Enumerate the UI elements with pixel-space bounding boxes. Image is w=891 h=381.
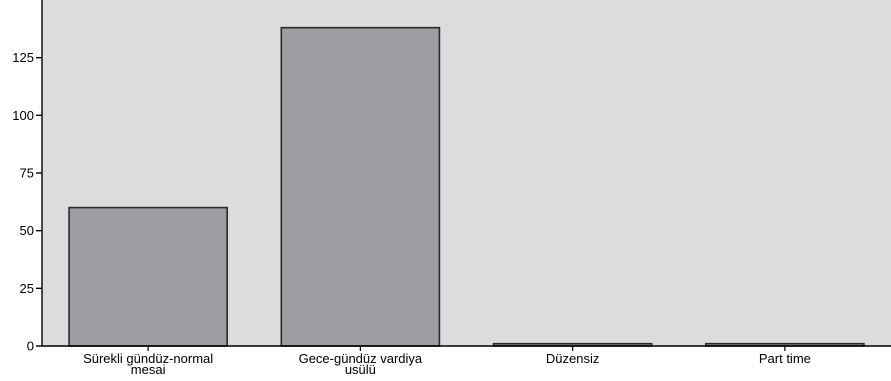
x-label-category-3: Düzensiz <box>546 351 599 366</box>
x-label-line: Gece-gündüz vardiya <box>299 351 423 366</box>
x-label-category-1: Sürekli gündüz-normal mesai <box>83 351 213 377</box>
x-label-category-2: Gece-gündüz vardiya usülü <box>299 351 423 377</box>
y-tick-label: 50 <box>20 223 34 238</box>
x-label-category-4: Part time <box>759 351 811 366</box>
bars-group <box>68 26 865 347</box>
y-tick-label: 100 <box>12 108 34 123</box>
y-ticks-group: 0 25 50 75 100 125 <box>12 50 42 354</box>
y-tick-label: 0 <box>27 339 34 354</box>
x-label-line: mesai <box>131 362 166 377</box>
y-tick-label: 125 <box>12 50 34 65</box>
y-tick-label: 25 <box>20 281 34 296</box>
x-label-line: usülü <box>345 362 376 377</box>
x-label-line: Sürekli gündüz-normal <box>83 351 213 366</box>
y-tick-label: 75 <box>20 166 34 181</box>
x-labels-group: Sürekli gündüz-normal mesai Gece-gündüz va… <box>83 346 811 377</box>
x-label-line: Part time <box>759 351 811 366</box>
bar-category-1 <box>68 206 228 347</box>
x-label-line: Düzensiz <box>546 351 599 366</box>
bar-category-2 <box>280 26 441 347</box>
